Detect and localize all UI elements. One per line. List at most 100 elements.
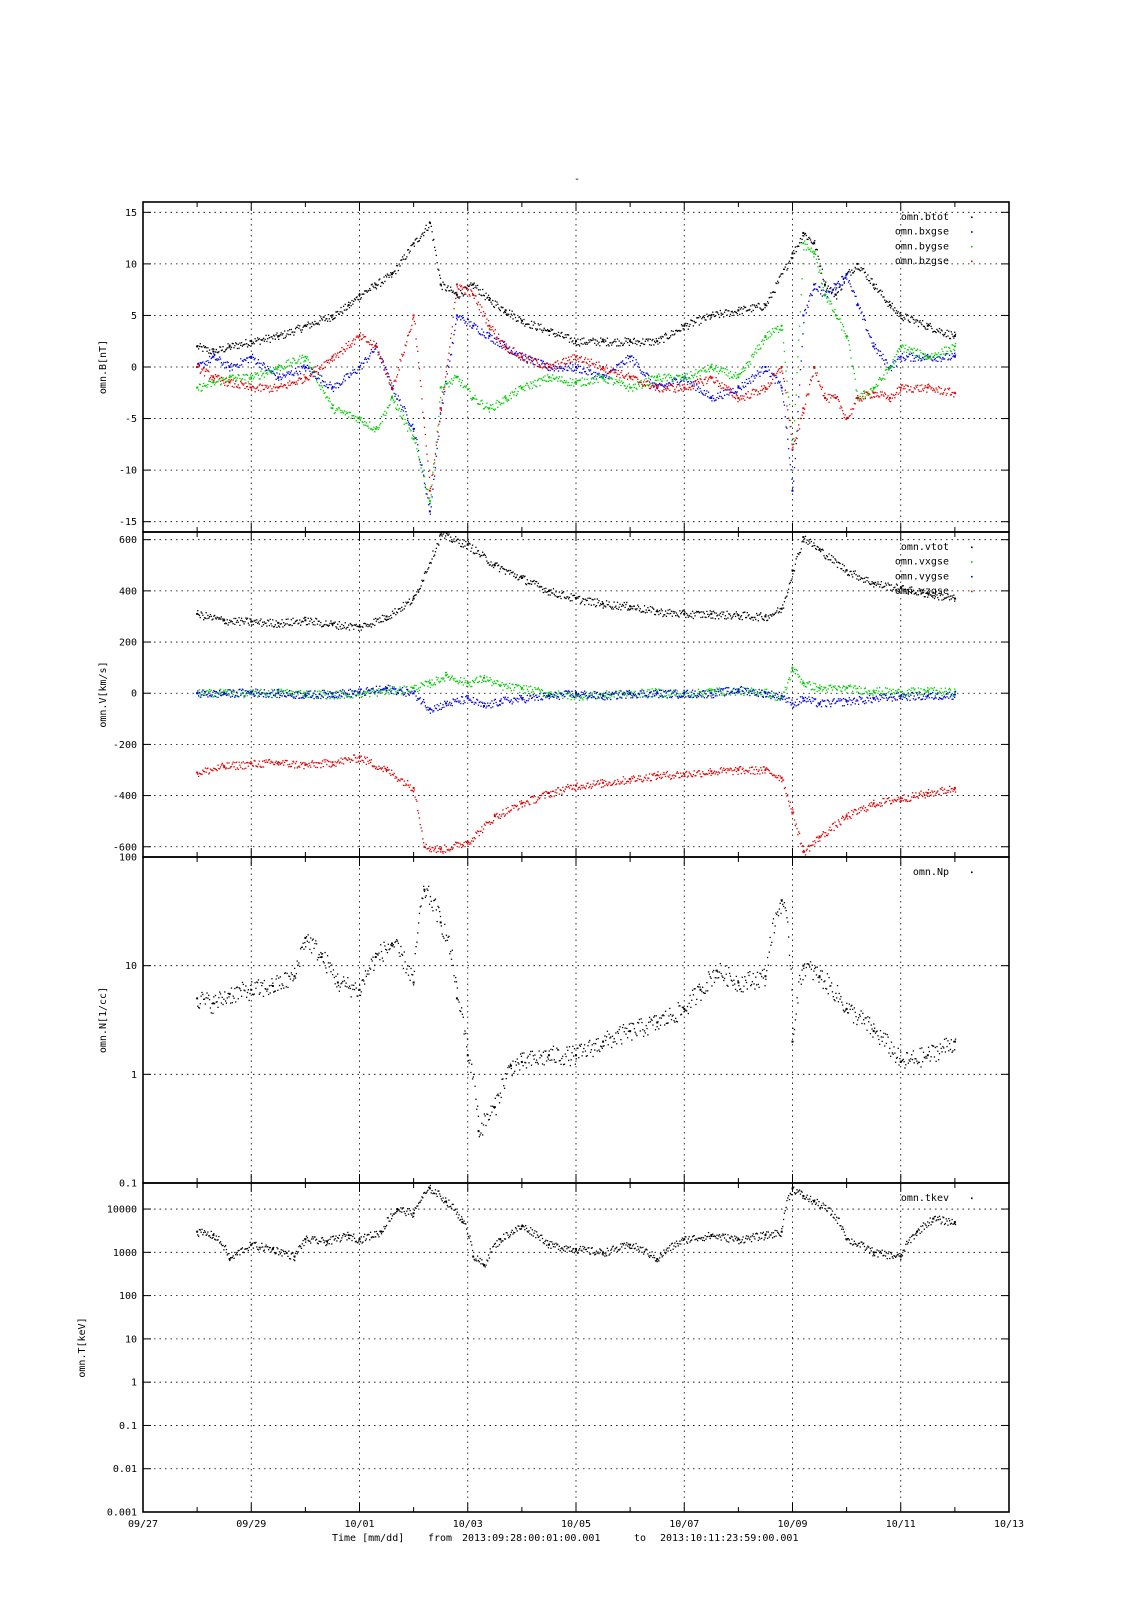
scatter-dot	[392, 385, 394, 387]
scatter-dot	[760, 389, 762, 392]
scatter-dot	[798, 325, 801, 327]
scatter-dot	[348, 376, 350, 378]
scatter-dot	[430, 485, 432, 488]
scatter-dot	[717, 366, 719, 368]
scatter-dot	[378, 621, 380, 624]
scatter-dot	[711, 376, 713, 379]
scatter-dot	[310, 366, 312, 369]
scatter-dot	[883, 586, 885, 588]
data-point	[228, 345, 231, 348]
scatter-dot	[766, 619, 769, 621]
scatter-dot	[551, 380, 553, 382]
scatter-dot	[820, 265, 822, 267]
scatter-dot	[882, 353, 884, 356]
scatter-dot	[868, 581, 870, 583]
scatter-dot	[671, 334, 673, 336]
scatter-dot	[631, 341, 633, 344]
scatter-dot	[852, 570, 855, 573]
series-omn-btot	[196, 221, 957, 356]
scatter-dot	[326, 386, 329, 389]
scatter-dot	[592, 364, 594, 366]
scatter-dot	[487, 296, 489, 298]
scatter-dot	[695, 611, 697, 614]
scatter-dot	[951, 353, 953, 355]
scatter-dot	[482, 403, 484, 405]
scatter-dot	[342, 624, 345, 627]
scatter-dot	[782, 342, 785, 344]
scatter-dot	[593, 362, 595, 365]
scatter-dot	[608, 345, 610, 347]
scatter-dot	[418, 240, 421, 242]
scatter-dot	[863, 398, 865, 400]
scatter-dot	[716, 380, 718, 382]
scatter-dot	[406, 422, 408, 424]
scatter-dot	[851, 413, 853, 415]
scatter-dot	[519, 385, 522, 387]
scatter-dot	[382, 413, 384, 415]
scatter-dot	[830, 394, 833, 397]
scatter-dot	[374, 348, 376, 350]
scatter-dot	[449, 382, 452, 384]
scatter-dot	[337, 623, 339, 625]
scatter-dot	[783, 404, 786, 406]
scatter-dot	[782, 268, 785, 270]
scatter-dot	[670, 610, 673, 612]
scatter-dot	[246, 386, 248, 388]
scatter-dot	[234, 623, 236, 626]
scatter-dot	[288, 329, 291, 331]
scatter-dot	[578, 365, 580, 368]
scatter-dot	[863, 577, 866, 579]
scatter-dot	[276, 367, 278, 370]
scatter-dot	[389, 618, 391, 620]
scatter-dot	[953, 354, 955, 357]
scatter-dot	[216, 616, 218, 618]
scatter-dot	[438, 435, 440, 437]
scatter-dot	[495, 402, 497, 404]
scatter-dot	[231, 621, 233, 623]
scatter-dot	[906, 384, 909, 387]
scatter-dot	[284, 384, 287, 386]
scatter-dot	[444, 386, 446, 388]
scatter-dot	[564, 365, 566, 368]
scatter-dot	[365, 358, 368, 360]
scatter-dot	[238, 696, 240, 698]
scatter-dot	[439, 277, 442, 279]
scatter-dot	[914, 592, 916, 595]
scatter-dot	[286, 333, 288, 335]
scatter-dot	[585, 361, 587, 364]
scatter-dot	[787, 591, 789, 594]
scatter-dot	[748, 361, 750, 363]
scatter-dot	[937, 596, 939, 599]
scatter-dot	[337, 382, 339, 384]
scatter-dot	[263, 340, 266, 342]
scatter-dot	[581, 337, 583, 340]
scatter-dot	[588, 382, 590, 384]
scatter-dot	[814, 253, 817, 256]
scatter-dot	[703, 370, 705, 372]
scatter-dot	[243, 623, 245, 625]
scatter-dot	[274, 387, 276, 389]
scatter-dot	[799, 417, 802, 420]
scatter-dot	[788, 403, 791, 406]
scatter-dot	[212, 381, 214, 383]
scatter-dot	[893, 587, 895, 589]
scatter-dot	[610, 344, 613, 346]
scatter-dot	[584, 342, 586, 344]
scatter-dot	[533, 384, 535, 386]
scatter-dot	[643, 384, 645, 387]
scatter-dot	[209, 361, 212, 364]
scatter-dot	[652, 607, 654, 609]
scatter-dot	[948, 346, 950, 349]
data-point	[602, 340, 605, 343]
scatter-dot	[530, 382, 533, 385]
scatter-dot	[249, 378, 251, 380]
scatter-dot	[496, 562, 498, 564]
scatter-dot	[898, 315, 900, 318]
scatter-dot	[239, 387, 241, 389]
scatter-dot	[305, 357, 308, 360]
data-point	[656, 386, 659, 389]
scatter-dot	[499, 309, 502, 312]
scatter-dot	[199, 383, 201, 386]
scatter-dot	[221, 364, 223, 366]
scatter-dot	[557, 380, 559, 382]
